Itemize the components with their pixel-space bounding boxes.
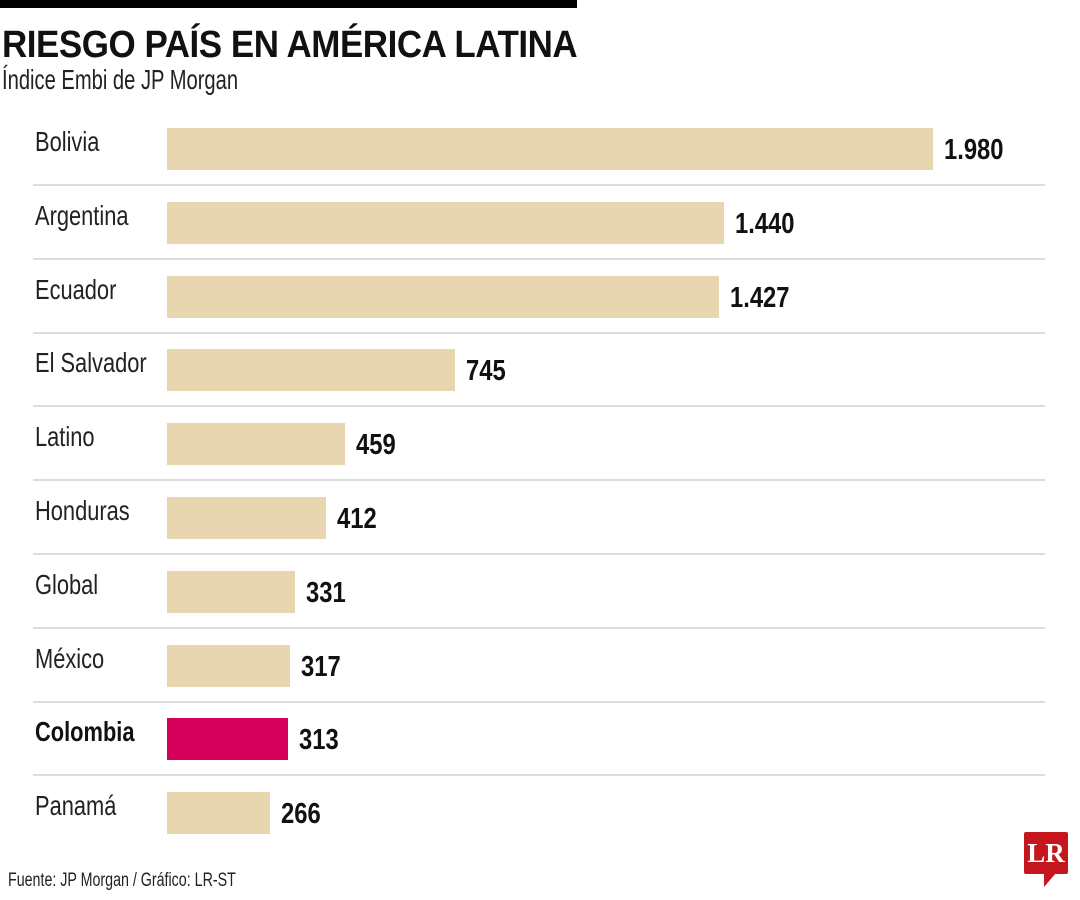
bar-honduras: [167, 497, 327, 539]
value-label: 1.440: [735, 207, 795, 240]
category-label: México: [35, 642, 105, 674]
chart-subtitle: Índice Embi de JP Morgan: [2, 64, 239, 95]
bar-argentina: [167, 201, 725, 244]
category-label: Argentina: [35, 199, 129, 231]
chart-title: RIESGO PAÍS EN AMÉRICA LATINA: [2, 24, 578, 66]
source-note: Fuente: JP Morgan / Gráfico: LR-ST: [8, 870, 236, 891]
value-label: 1.427: [730, 281, 790, 314]
lr-logo-tail: [1044, 873, 1056, 887]
category-label: Latino: [35, 421, 95, 453]
row-divider: [33, 553, 1045, 555]
row-divider: [33, 626, 1045, 629]
value-label: 331: [306, 576, 346, 609]
row-divider: [33, 184, 1045, 186]
value-label: 317: [300, 650, 341, 683]
row-divider: [33, 700, 1045, 703]
value-label: 313: [299, 724, 339, 757]
bar-bolivia: [167, 128, 933, 170]
value-label: 745: [466, 355, 506, 388]
category-label: Global: [35, 568, 99, 600]
category-label: Colombia: [35, 716, 135, 748]
row-divider: [33, 331, 1045, 334]
row-divider: [33, 774, 1045, 777]
row-divider: [33, 405, 1045, 408]
value-label: 1.980: [944, 134, 1004, 166]
row-divider: [33, 257, 1045, 260]
bar-latino: [167, 423, 345, 466]
category-label: Bolivia: [35, 126, 100, 157]
value-label: 266: [280, 798, 321, 831]
top-rule: [0, 0, 577, 8]
bar-global: [167, 570, 296, 613]
category-label: Panamá: [35, 790, 117, 822]
value-label: 412: [337, 503, 378, 535]
category-label: El Salvador: [35, 347, 147, 379]
lr-logo: LR: [1024, 832, 1068, 874]
bar-méxico: [167, 644, 290, 687]
row-divider: [33, 479, 1045, 482]
bar-panamá: [167, 792, 270, 835]
bar-el-salvador: [167, 349, 456, 392]
category-label: Ecuador: [35, 273, 117, 305]
category-label: Honduras: [35, 495, 130, 526]
value-label: 459: [355, 429, 396, 462]
bar-colombia: [167, 718, 289, 761]
bar-ecuador: [167, 275, 720, 318]
